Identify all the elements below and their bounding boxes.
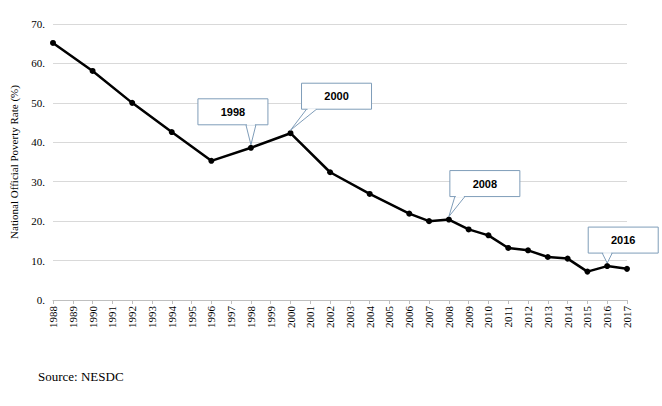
svg-text:2013: 2013 [542,306,554,329]
svg-text:1994: 1994 [166,306,178,329]
svg-text:2009: 2009 [463,306,475,329]
svg-text:2008: 2008 [443,306,455,329]
svg-text:1992: 1992 [126,306,138,328]
svg-text:1997: 1997 [225,306,237,329]
svg-text:2003: 2003 [344,306,356,329]
svg-text:2014: 2014 [562,306,574,329]
svg-text:1998: 1998 [221,106,245,118]
svg-text:10.: 10. [31,255,45,267]
svg-text:2000: 2000 [285,306,297,329]
svg-text:2004: 2004 [364,306,376,329]
svg-text:1998: 1998 [245,306,257,329]
svg-text:2007: 2007 [423,306,435,329]
svg-text:1999: 1999 [265,306,277,329]
svg-text:2016: 2016 [601,306,613,329]
svg-text:20.: 20. [31,215,45,227]
svg-text:2002: 2002 [324,306,336,328]
svg-text:60.: 60. [31,57,45,69]
svg-text:2008: 2008 [473,178,497,190]
svg-text:Source: NESDC: Source: NESDC [38,369,124,384]
svg-text:2006: 2006 [403,306,415,329]
svg-text:1993: 1993 [146,306,158,329]
svg-text:1995: 1995 [186,306,198,329]
svg-text:1991: 1991 [106,306,118,328]
svg-text:40.: 40. [31,136,45,148]
svg-text:2010: 2010 [482,306,494,329]
svg-text:2017: 2017 [621,306,633,329]
svg-text:1988: 1988 [47,306,59,329]
svg-text:1989: 1989 [67,306,79,329]
svg-text:2011: 2011 [502,306,514,328]
svg-text:1990: 1990 [87,306,99,329]
svg-text:70.: 70. [31,18,45,30]
svg-text:0.: 0. [37,294,46,306]
svg-text:2000: 2000 [324,90,348,102]
svg-text:2012: 2012 [522,306,534,328]
svg-text:50.: 50. [31,97,45,109]
svg-text:30.: 30. [31,176,45,188]
svg-text:1996: 1996 [205,306,217,329]
svg-text:National Official Poverty Rate: National Official Poverty Rate (%) [8,85,21,239]
svg-text:2016: 2016 [611,234,635,246]
svg-text:2015: 2015 [581,306,593,329]
svg-text:2005: 2005 [383,306,395,329]
svg-text:2001: 2001 [304,306,316,328]
